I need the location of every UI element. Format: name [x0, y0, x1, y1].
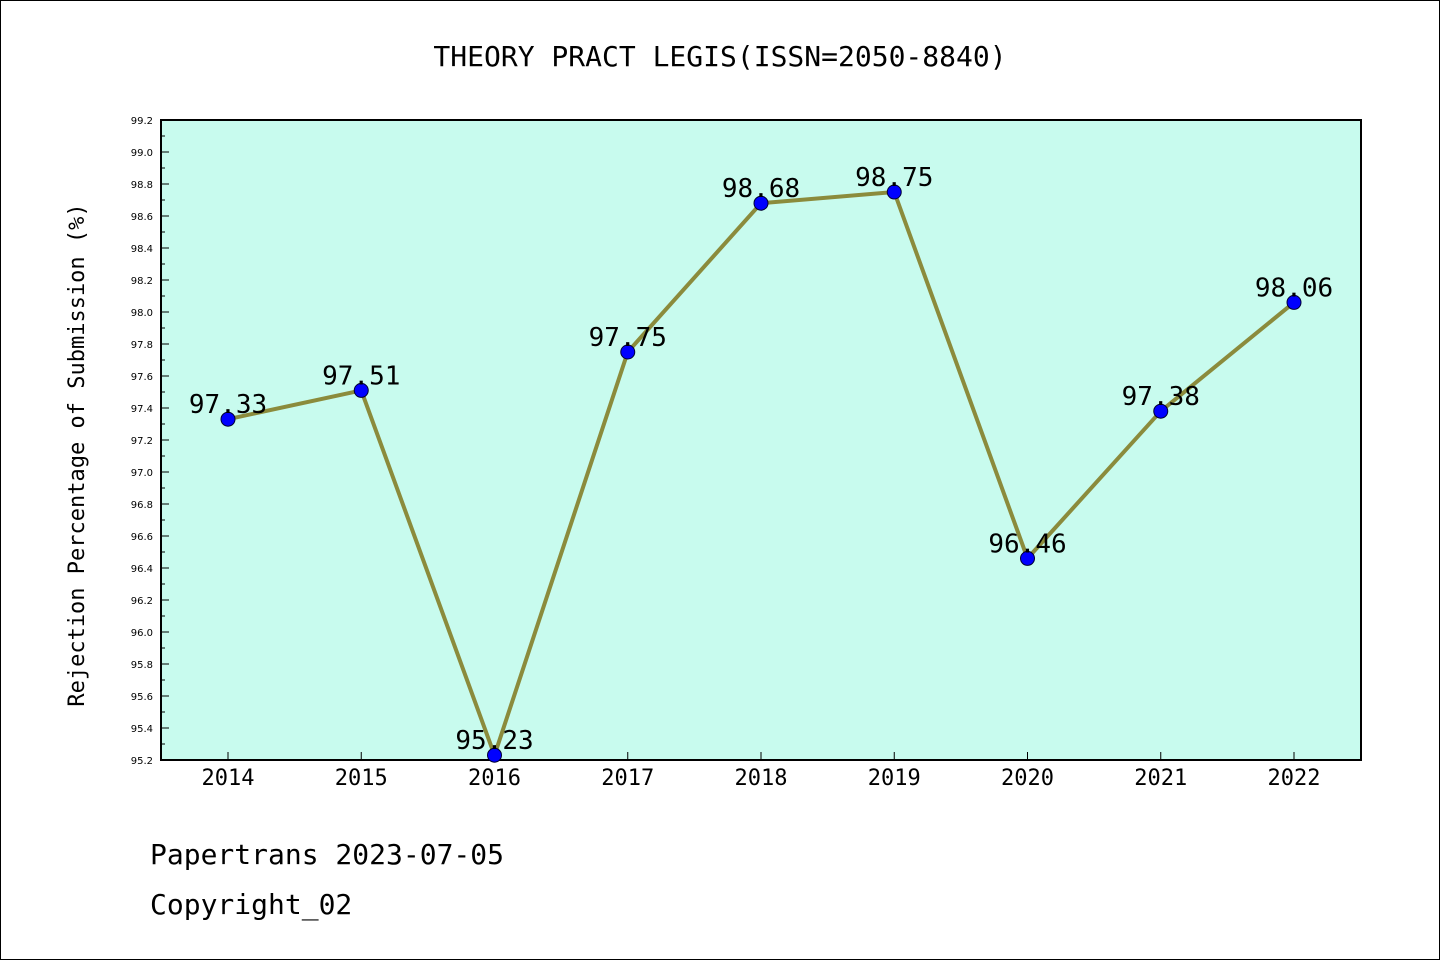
y-tick-label: 95.2: [131, 756, 153, 767]
y-tick-label: 96.0: [131, 628, 153, 639]
y-tick-label: 97.0: [131, 468, 153, 479]
chart-title: THEORY PRACT LEGIS(ISSN=2050-8840): [433, 40, 1006, 73]
y-tick-label: 99.2: [131, 116, 153, 127]
data-point: [1153, 403, 1169, 419]
data-labels: 97.33 97.51 95.23 97.75 98.68 98.75 96.46 97.38…: [189, 163, 1333, 756]
data-point: [620, 344, 636, 360]
x-tick-label: 2018: [735, 766, 788, 791]
data-label: 97.51: [322, 361, 400, 391]
data-label: 97.33: [189, 390, 267, 420]
y-tick-label: 98.2: [131, 276, 153, 287]
y-tick-label: 95.4: [131, 724, 153, 735]
data-point: [487, 747, 502, 763]
data-label: 98.75: [855, 163, 933, 193]
data-label: 98.06: [1255, 273, 1333, 303]
x-tick-label: 2021: [1134, 766, 1187, 791]
footer-copyright: Copyright_02: [150, 888, 352, 922]
x-tick-label: 2017: [601, 766, 654, 791]
x-tick-label: 2019: [868, 766, 921, 791]
x-axis: 2014 2015 2016 2017 2018 2019 2020 2021 2022: [202, 752, 1321, 791]
y-tick-label: 98.4: [131, 244, 153, 255]
y-tick-label: 99.0: [131, 148, 153, 159]
y-tick-label: 97.4: [131, 404, 153, 415]
y-tick-label: 95.8: [131, 660, 153, 671]
data-point: [1286, 294, 1302, 310]
data-point: [753, 195, 769, 211]
data-label: 95.23: [455, 726, 533, 756]
y-tick-label: 98.6: [131, 212, 153, 223]
y-tick-label: 97.6: [131, 372, 153, 383]
y-tick-label: 96.2: [131, 596, 153, 607]
plot-area: [160, 119, 1362, 761]
data-label: 97.38: [1122, 382, 1200, 412]
y-tick-label: 98.8: [131, 180, 153, 191]
y-tick-label: 95.6: [131, 692, 153, 703]
series-line: [220, 184, 1302, 763]
x-tick-label: 2020: [1001, 766, 1054, 791]
footer-date: Papertrans 2023-07-05: [150, 838, 504, 871]
x-tick-label: 2016: [468, 766, 521, 791]
x-tick-label: 2015: [335, 766, 388, 791]
y-tick-label: 97.8: [131, 340, 153, 351]
x-tick-label: 2014: [202, 766, 255, 791]
y-axis-label: Rejection Percentage of Submission (%): [65, 203, 90, 706]
y-tick-label: 97.2: [131, 436, 153, 447]
data-point: [886, 184, 902, 200]
data-label: 98.68: [722, 174, 800, 204]
data-label: 97.75: [589, 323, 667, 353]
data-point: [353, 382, 369, 398]
y-axis: 95.2 95.4 95.6 95.8 96.0 96.2 96.4 96.6 96.8 97.0…: [131, 116, 169, 767]
y-tick-label: 96.6: [131, 532, 153, 543]
data-point: [220, 411, 236, 427]
y-tick-label: 96.8: [131, 500, 153, 511]
x-tick-label: 2022: [1268, 766, 1321, 791]
data-label: 96.46: [988, 529, 1066, 559]
data-point: [1020, 550, 1035, 566]
y-tick-label: 96.4: [131, 564, 153, 575]
y-tick-label: 98.0: [131, 308, 153, 319]
